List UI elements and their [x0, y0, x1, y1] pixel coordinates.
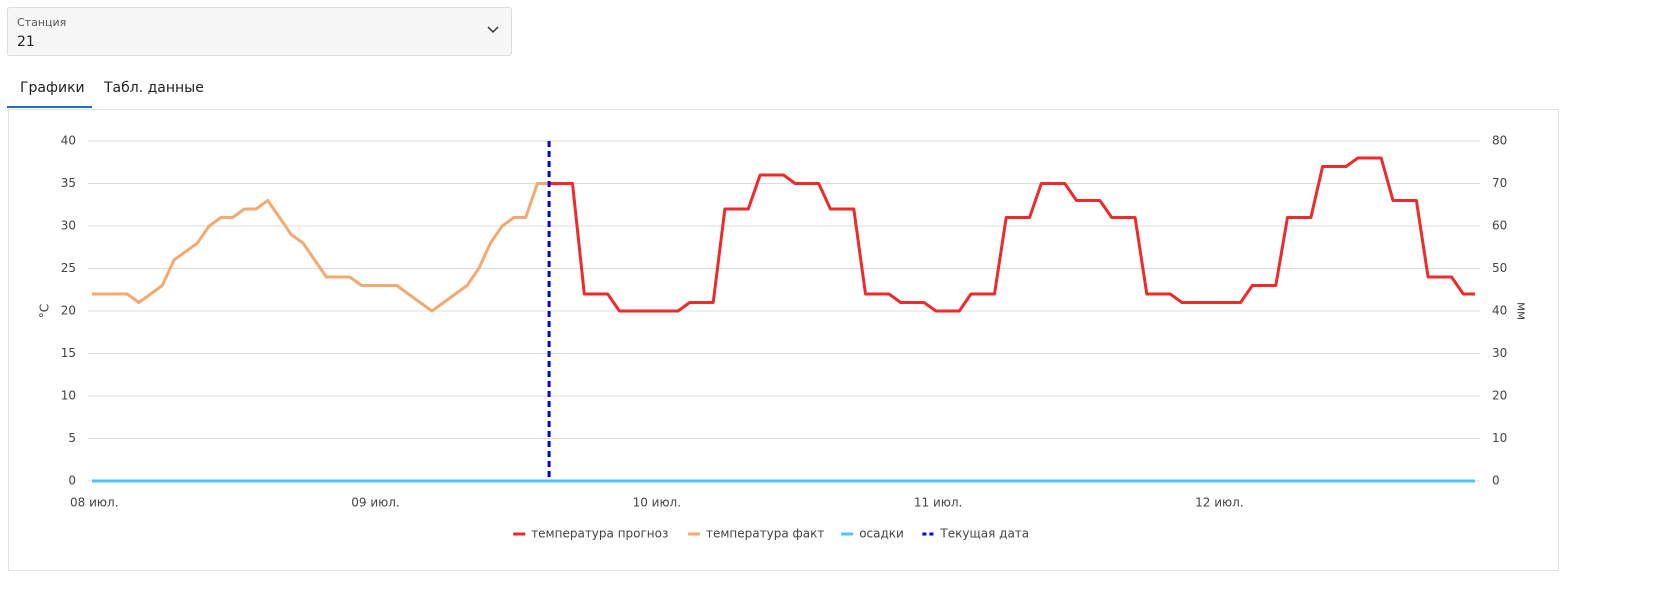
y-tick-label: 30	[61, 219, 76, 233]
series-line	[549, 156, 1475, 313]
y-tick-label: 40	[61, 134, 76, 148]
y2-tick-label: 20	[1492, 389, 1507, 403]
station-label: Станция	[17, 16, 67, 29]
y-tick-label: 10	[61, 389, 76, 403]
tab[interactable]: Графики	[20, 80, 85, 96]
x-tick-label: 12 июл.	[1195, 496, 1243, 510]
station-select[interactable]: Станция 21	[7, 7, 512, 56]
y2-tick-label: 30	[1492, 346, 1507, 360]
y-tick-label: 35	[61, 176, 76, 190]
active-tab-indicator	[7, 106, 92, 108]
chart-panel	[8, 109, 1559, 571]
x-tick-label: 08 июл.	[70, 496, 118, 510]
legend-label: температура факт	[706, 527, 824, 541]
y2-tick-label: 50	[1492, 261, 1507, 275]
y-axis-title: °C	[38, 304, 52, 318]
x-tick-label: 09 июл.	[351, 496, 399, 510]
x-tick-label: 11 июл.	[914, 496, 962, 510]
y-tick-label: 5	[68, 431, 76, 445]
y2-axis-title: мм	[1515, 302, 1529, 320]
legend-label: осадки	[859, 527, 904, 541]
legend-label: температура прогноз	[531, 527, 668, 541]
series-line	[92, 182, 550, 313]
station-value: 21	[17, 34, 35, 50]
chevron	[487, 26, 499, 34]
y2-tick-label: 60	[1492, 219, 1507, 233]
y-tick-label: 15	[61, 346, 76, 360]
y-tick-label: 20	[61, 304, 76, 318]
y2-tick-label: 0	[1492, 474, 1500, 488]
y2-tick-label: 80	[1492, 134, 1507, 148]
y2-tick-label: 10	[1492, 431, 1507, 445]
x-tick-label: 10 июл.	[633, 496, 681, 510]
y2-tick-label: 70	[1492, 176, 1507, 190]
y-tick-label: 25	[61, 261, 76, 275]
legend-label: Текущая дата	[939, 527, 1029, 541]
tab[interactable]: Табл. данные	[104, 80, 204, 96]
y-tick-label: 0	[68, 474, 76, 488]
y2-tick-label: 40	[1492, 304, 1507, 318]
